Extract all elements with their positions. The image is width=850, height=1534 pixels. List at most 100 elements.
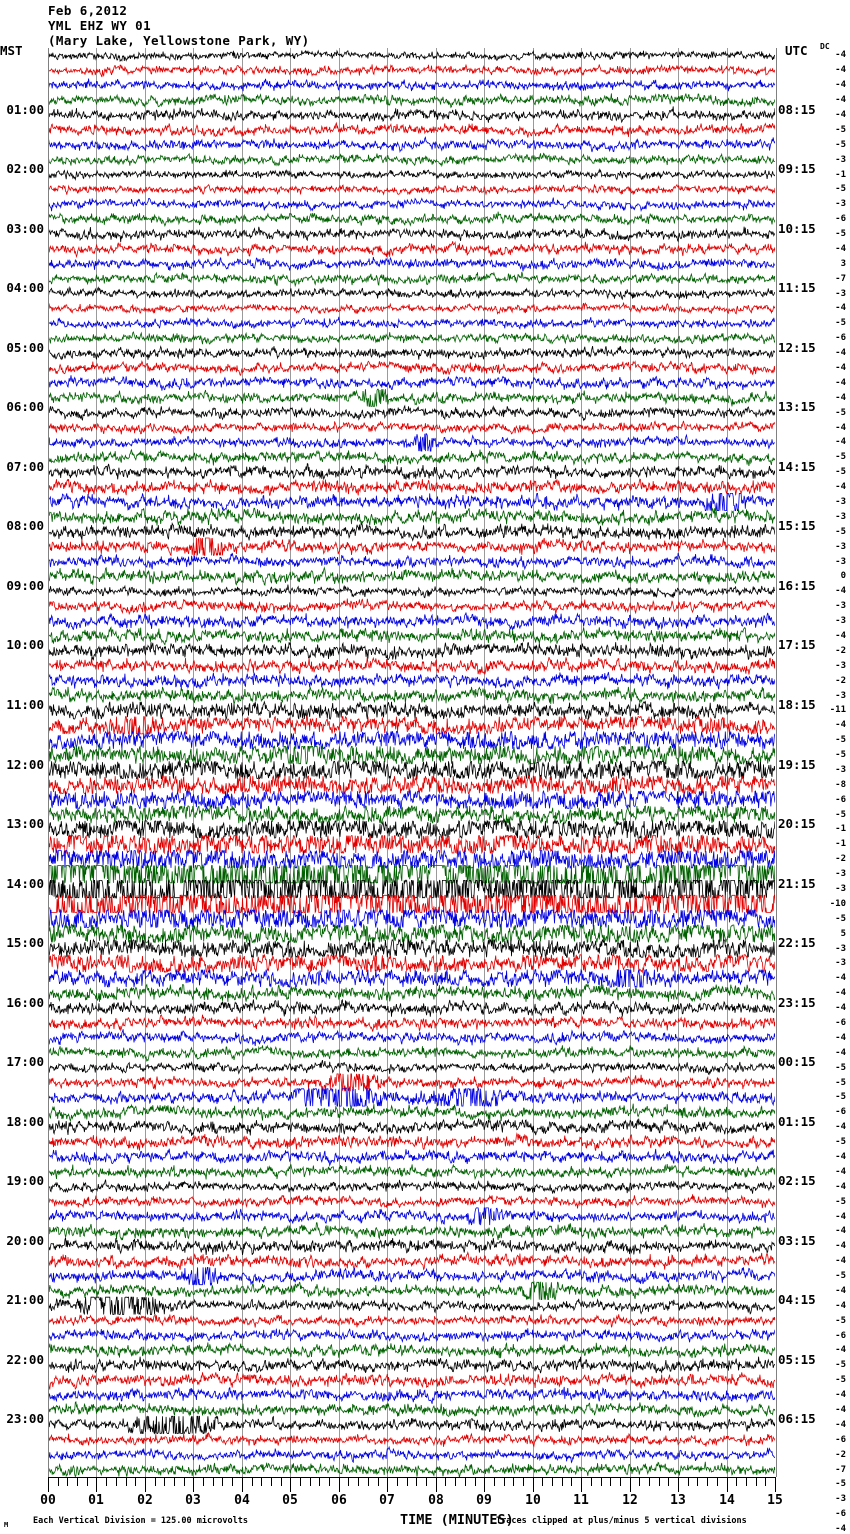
trace-row-55 xyxy=(48,863,775,885)
dc-offset-value: -4 xyxy=(835,1032,846,1043)
x-tick-minor xyxy=(426,1478,427,1486)
trace-row-30 xyxy=(48,492,775,512)
dc-offset-value: -4 xyxy=(835,1285,846,1296)
dc-offset-value: -4 xyxy=(835,988,846,999)
utc-label-0215: 02:15 xyxy=(778,1173,816,1189)
trace-row-83 xyxy=(48,1280,775,1301)
x-tick-minor xyxy=(765,1478,766,1486)
dc-offset-value: -3 xyxy=(835,199,846,210)
x-tick-label-13: 13 xyxy=(670,1493,686,1508)
x-tick-label-15: 15 xyxy=(767,1493,783,1508)
utc-label-2315: 23:15 xyxy=(778,994,816,1010)
trace-row-51 xyxy=(48,804,775,825)
mst-label-1700: 17:00 xyxy=(6,1054,44,1070)
utc-label-1015: 10:15 xyxy=(778,220,816,236)
dc-offset-value: -4 xyxy=(835,1300,846,1311)
axis-label-dc: DC xyxy=(820,42,830,51)
trace-row-53 xyxy=(48,834,775,855)
dc-offset-value: -8 xyxy=(835,779,846,790)
trace-row-27 xyxy=(48,448,775,467)
dc-offset-value: -3 xyxy=(835,660,846,671)
x-tick-major-01 xyxy=(96,1478,97,1492)
trace-row-48 xyxy=(48,759,775,780)
x-tick-major-07 xyxy=(387,1478,388,1492)
dc-offset-value: 3 xyxy=(840,258,846,269)
x-tick-minor xyxy=(58,1478,59,1486)
gridline-minute-08 xyxy=(436,48,437,1477)
x-tick-major-12 xyxy=(630,1478,631,1492)
trace-row-42 xyxy=(48,671,775,690)
x-tick-minor xyxy=(281,1478,282,1486)
x-tick-minor xyxy=(416,1478,417,1486)
mst-label-0600: 06:00 xyxy=(6,399,44,415)
x-tick-minor xyxy=(300,1478,301,1486)
x-tick-minor xyxy=(397,1478,398,1486)
dc-offset-value: -4 xyxy=(835,437,846,448)
trace-row-10 xyxy=(48,197,775,213)
dc-offset-value: -5 xyxy=(835,139,846,150)
dc-offset-value: -5 xyxy=(835,1271,846,1282)
x-tick-label-09: 09 xyxy=(476,1493,492,1508)
utc-label-1315: 13:15 xyxy=(778,399,816,415)
dc-offset-value: -5 xyxy=(835,809,846,820)
dc-offset-value: 5 xyxy=(840,928,846,939)
trace-row-79 xyxy=(48,1222,775,1241)
trace-row-72 xyxy=(48,1118,775,1136)
utc-label-0015: 00:15 xyxy=(778,1054,816,1070)
trace-row-16 xyxy=(48,286,775,301)
trace-row-3 xyxy=(48,92,775,109)
trace-row-35 xyxy=(48,566,775,587)
trace-row-29 xyxy=(48,478,775,496)
dc-offset-value: -4 xyxy=(835,243,846,254)
trace-row-15 xyxy=(48,271,775,288)
x-tick-minor xyxy=(358,1478,359,1486)
trace-row-37 xyxy=(48,598,775,616)
x-tick-label-01: 01 xyxy=(88,1493,104,1508)
trace-row-43 xyxy=(48,686,775,705)
dc-offset-value: -2 xyxy=(835,1449,846,1460)
x-tick-minor xyxy=(407,1478,408,1486)
mst-label-1000: 10:00 xyxy=(6,637,44,653)
dc-offset-value: -4 xyxy=(835,1003,846,1014)
header-date: Feb 6,2012 xyxy=(48,3,128,18)
trace-row-6 xyxy=(48,136,775,153)
x-tick-major-09 xyxy=(484,1478,485,1492)
utc-label-0815: 08:15 xyxy=(778,101,816,117)
dc-offset-value: -4 xyxy=(835,1241,846,1252)
dc-offset-value: -1 xyxy=(835,839,846,850)
dc-offset-value: -6 xyxy=(835,1017,846,1028)
dc-offset-value: -5 xyxy=(835,913,846,924)
dc-offset-value: -5 xyxy=(835,318,846,329)
dc-offset-value: -3 xyxy=(835,884,846,895)
axis-label-mst: MST xyxy=(0,43,23,58)
x-tick-minor xyxy=(271,1478,272,1486)
utc-label-0315: 03:15 xyxy=(778,1232,816,1248)
utc-label-0915: 09:15 xyxy=(778,161,816,177)
seismic-traces xyxy=(48,49,775,1477)
trace-row-60 xyxy=(48,938,775,959)
dc-offset-value: -4 xyxy=(835,1181,846,1192)
x-tick-minor xyxy=(155,1478,156,1486)
trace-row-71 xyxy=(48,1103,775,1123)
trace-row-41 xyxy=(48,656,775,675)
dc-offset-value: -1 xyxy=(835,824,846,835)
dc-offset-value: -4 xyxy=(835,586,846,597)
x-tick-label-06: 06 xyxy=(331,1493,347,1508)
x-tick-major-03 xyxy=(193,1478,194,1492)
trace-row-13 xyxy=(48,241,775,259)
x-tick-minor xyxy=(174,1478,175,1486)
dc-offset-value: -4 xyxy=(835,1405,846,1416)
dc-offset-value: -4 xyxy=(835,392,846,403)
x-tick-minor xyxy=(475,1478,476,1486)
x-tick-minor xyxy=(620,1478,621,1486)
x-tick-minor xyxy=(106,1478,107,1486)
x-tick-minor xyxy=(659,1478,660,1486)
dc-offset-value: -5 xyxy=(835,452,846,463)
x-tick-label-02: 02 xyxy=(137,1493,153,1508)
x-tick-major-00 xyxy=(48,1478,49,1492)
dc-offset-value: -6 xyxy=(835,214,846,225)
trace-row-25 xyxy=(48,420,775,435)
x-tick-minor xyxy=(756,1478,757,1486)
dc-offset-value: -4 xyxy=(835,1256,846,1267)
